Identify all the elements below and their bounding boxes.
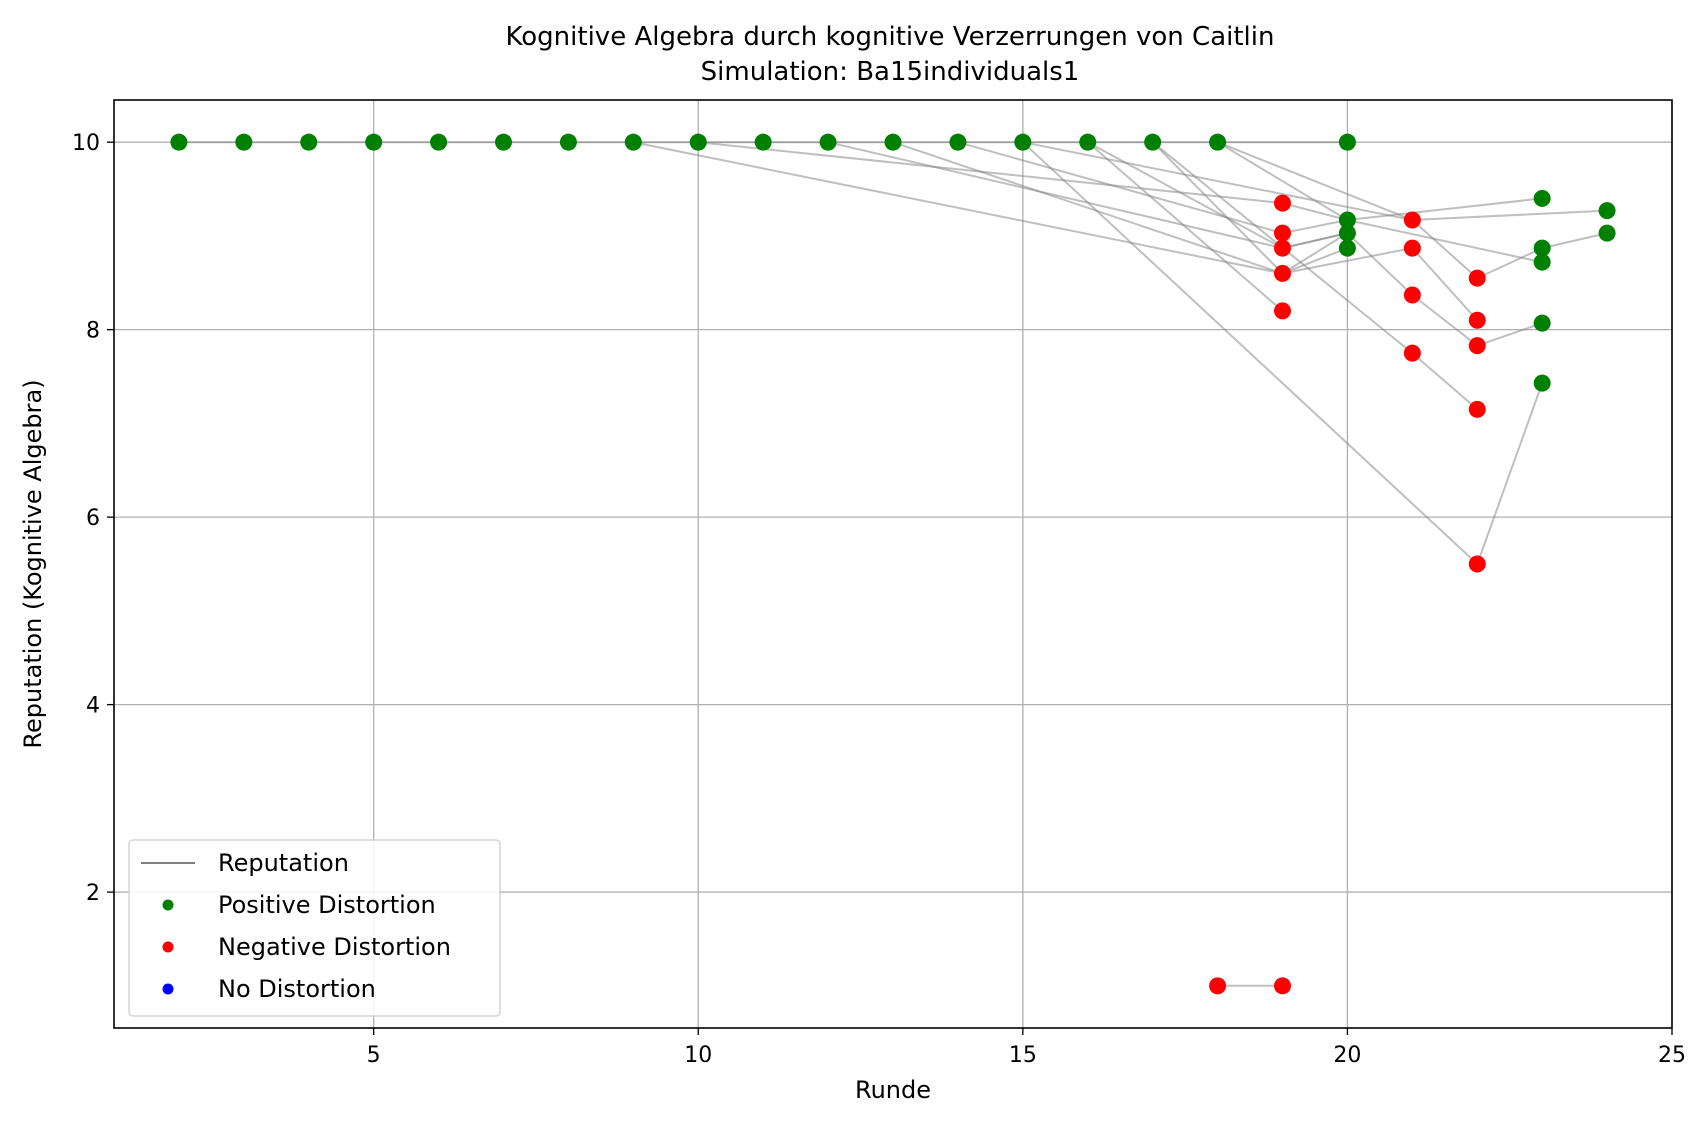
legend-label: No Distortion — [218, 975, 376, 1003]
negative-distortion-point — [1274, 194, 1291, 212]
positive-distortion-point — [1533, 314, 1551, 332]
legend-box — [128, 839, 501, 1017]
positive-distortion-point — [1144, 133, 1162, 151]
positive-distortion-point — [819, 133, 837, 151]
negative-distortion-point — [1403, 286, 1421, 304]
x-axis-label: Runde — [855, 1076, 931, 1104]
positive-distortion-point — [1533, 239, 1551, 257]
y-tick-label: 6 — [86, 506, 100, 531]
negative-distortion-point — [1274, 264, 1291, 282]
y-tick-label: 10 — [72, 131, 100, 156]
positive-distortion-point — [884, 133, 902, 151]
y-axis-label: Reputation (Kognitive Algebra) — [19, 379, 47, 748]
y-axis-ticks: 2 4 6 8 10 — [72, 131, 114, 906]
negative-distortion-point — [1274, 224, 1291, 242]
legend-label: Reputation — [218, 849, 349, 877]
positive-distortion-point — [1338, 239, 1356, 257]
chart-title: Kognitive Algebra durch kognitive Verzer… — [506, 22, 1275, 52]
negative-distortion-point — [1468, 400, 1486, 418]
positive-distortion-point — [1079, 133, 1097, 151]
x-tick-label: 25 — [1658, 1043, 1686, 1068]
positive-distortion-point — [1338, 224, 1356, 242]
reputation-line — [957, 141, 1543, 235]
legend-label: Positive Distortion — [218, 891, 436, 919]
negative-distortion-point — [1468, 555, 1486, 573]
reputation-line — [1087, 141, 1284, 312]
x-tick-label: 20 — [1333, 1043, 1361, 1068]
positive-distortion-point — [1338, 211, 1356, 229]
y-tick-label: 2 — [86, 881, 100, 906]
positive-distortion-point — [365, 133, 383, 151]
negative-distortion-point — [1274, 977, 1291, 995]
reputation-line — [1151, 141, 1479, 321]
x-tick-label: 10 — [684, 1043, 712, 1068]
positive-distortion-point — [1533, 374, 1551, 392]
legend-marker-swatch — [162, 983, 174, 995]
positive-distortion-point — [689, 133, 707, 151]
x-tick-label: 15 — [1009, 1043, 1037, 1068]
positive-distortion-point — [949, 133, 967, 151]
legend-marker-swatch — [162, 899, 174, 911]
negative-distortion-point — [1274, 239, 1291, 257]
negative-distortion-point — [1274, 302, 1291, 320]
positive-distortion-point — [1533, 253, 1551, 271]
negative-distortion-point — [1468, 269, 1486, 287]
x-tick-label: 5 — [367, 1043, 381, 1068]
plot-frame — [113, 99, 1673, 1029]
negative-distortion-point — [1468, 311, 1486, 329]
positive-distortion-point — [1598, 224, 1616, 242]
positive-distortion-point — [1209, 133, 1227, 151]
legend: Reputation Positive Distortion Negative Di… — [128, 839, 501, 1017]
positive-distortion-point — [495, 133, 512, 151]
positive-distortion-point — [559, 133, 577, 151]
negative-distortion-point — [1403, 211, 1421, 229]
positive-distortion-point — [754, 133, 772, 151]
negative-distortion-point — [1403, 344, 1421, 362]
reputation-line — [1087, 141, 1543, 347]
data-points — [170, 133, 1616, 995]
y-tick-label: 4 — [86, 694, 100, 719]
positive-distortion-point — [1533, 189, 1551, 207]
legend-label: Negative Distortion — [218, 933, 451, 961]
chart-subtitle: Simulation: Ba15individuals1 — [701, 57, 1080, 87]
positive-distortion-point — [1014, 133, 1032, 151]
positive-distortion-point — [1598, 202, 1616, 220]
positive-distortion-point — [170, 133, 188, 151]
positive-distortion-point — [1338, 133, 1356, 151]
y-tick-label: 8 — [86, 319, 100, 344]
positive-distortion-point — [624, 133, 642, 151]
negative-distortion-point — [1468, 337, 1486, 355]
x-axis-ticks: 5 10 15 20 25 — [367, 1028, 1686, 1068]
legend-marker-swatch — [162, 941, 174, 953]
positive-distortion-point — [235, 133, 253, 151]
positive-distortion-point — [300, 133, 318, 151]
positive-distortion-point — [430, 133, 448, 151]
negative-distortion-point — [1403, 239, 1421, 257]
negative-distortion-point — [1209, 977, 1227, 995]
